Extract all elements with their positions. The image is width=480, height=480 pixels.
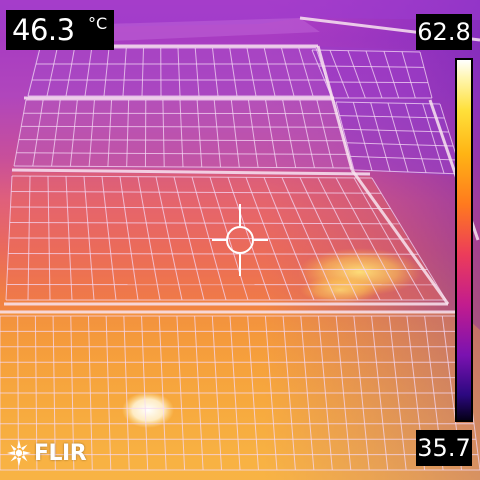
flir-logo-icon <box>7 440 31 466</box>
flir-brand-text: FLIR <box>34 440 87 466</box>
temperature-readout: 46.3 °C <box>6 10 114 50</box>
color-scale-bar <box>455 58 473 422</box>
spot-temperature-value: 46.3 <box>12 13 75 47</box>
flir-logo: FLIR <box>6 436 87 470</box>
scale-min-value: 35.7 <box>416 430 472 466</box>
temperature-unit: °C <box>88 14 108 33</box>
scale-max-value: 62.8 <box>416 14 472 50</box>
crosshair-spot-meter-icon <box>212 204 268 276</box>
